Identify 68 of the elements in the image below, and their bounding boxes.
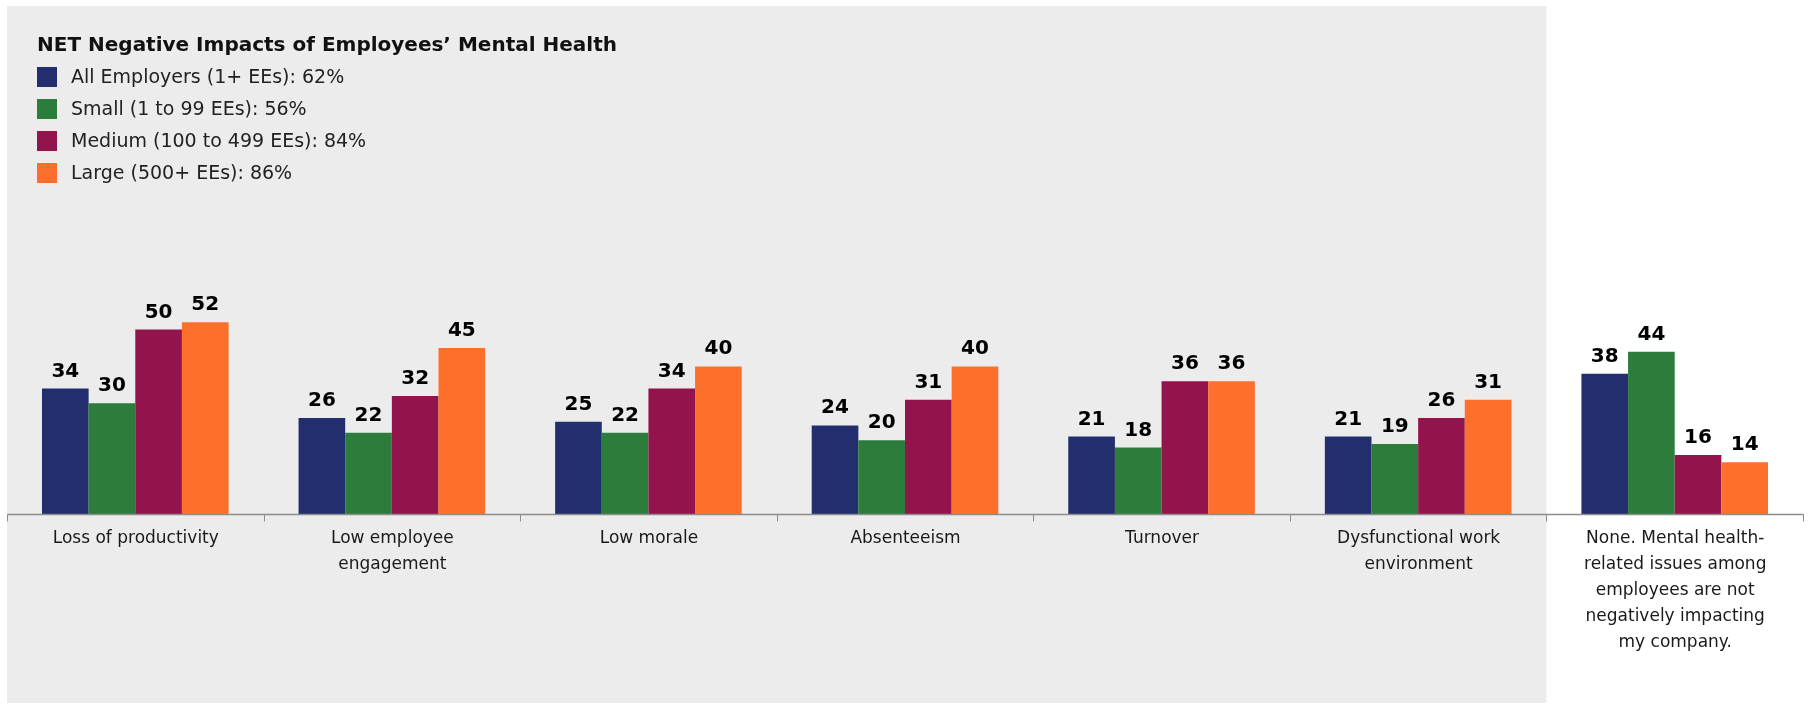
- data-label: 26: [1427, 387, 1456, 412]
- bar: [1464, 399, 1512, 514]
- bar: [135, 329, 182, 514]
- bar: [1324, 436, 1372, 514]
- bar: [1208, 381, 1255, 514]
- data-label: 16: [1684, 423, 1712, 448]
- data-label: 31: [914, 368, 943, 393]
- bar: [1418, 418, 1465, 514]
- bar: [1674, 454, 1722, 514]
- data-label: 25: [564, 390, 593, 415]
- data-label: 36: [1170, 350, 1199, 375]
- x-tick-label: Low morale: [599, 526, 699, 547]
- legend-label: Small (1 to 99 EEs): 56%: [71, 97, 307, 119]
- data-label: 20: [867, 409, 896, 434]
- data-label: 31: [1474, 368, 1503, 393]
- bar: [391, 395, 439, 514]
- data-label: 26: [307, 387, 336, 412]
- bar: [648, 388, 696, 514]
- data-label: 40: [961, 335, 989, 360]
- legend-label: Large (500+ EEs): 86%: [71, 161, 293, 183]
- x-tick-label: None. Mental health-related issues among employees are not negatively impacting my company.: [1584, 526, 1767, 651]
- bar: [1581, 373, 1629, 514]
- data-label: 45: [447, 317, 476, 342]
- data-label: 22: [611, 401, 640, 426]
- data-label: 34: [657, 357, 686, 382]
- data-label: 21: [1077, 405, 1106, 430]
- bar: [1161, 381, 1209, 514]
- x-tick-label: Turnover: [1124, 526, 1200, 547]
- x-tick-label: Loss of productivity: [52, 526, 219, 547]
- data-label: 52: [191, 291, 220, 316]
- bar: [1371, 443, 1419, 514]
- data-label: 19: [1380, 412, 1409, 437]
- bar: [181, 322, 229, 514]
- bar: [1068, 436, 1115, 514]
- bar: [695, 366, 742, 514]
- data-label: 44: [1637, 320, 1666, 345]
- bar: [811, 425, 859, 514]
- data-label: 21: [1334, 405, 1363, 430]
- data-label: 34: [51, 357, 80, 382]
- bar: [88, 403, 136, 514]
- data-label: 38: [1590, 342, 1619, 367]
- bar: [1721, 462, 1769, 514]
- data-label: 40: [704, 335, 733, 360]
- data-label: 22: [354, 401, 383, 426]
- data-label: 36: [1217, 350, 1246, 375]
- bar: [345, 432, 392, 514]
- bar: [858, 440, 905, 514]
- legend-label: All Employers (1+ EEs): 62%: [71, 65, 345, 87]
- x-tick-label: Low employee engagement: [330, 526, 454, 573]
- bar: [555, 421, 602, 514]
- x-tick-label: Absenteeism: [850, 526, 961, 547]
- bar: [905, 399, 952, 514]
- bar: [438, 348, 486, 514]
- data-label: 30: [98, 372, 126, 397]
- bar: [951, 366, 999, 514]
- bar: [41, 388, 89, 514]
- legend-label: Medium (100 to 499 EEs): 84%: [71, 129, 367, 151]
- data-label: 50: [144, 298, 173, 323]
- bar: [298, 418, 346, 514]
- data-label: 18: [1124, 416, 1153, 441]
- legend-title: NET Negative Impacts of Employees’ Mental Health: [37, 32, 617, 56]
- data-label: 14: [1730, 431, 1759, 456]
- bar: [601, 432, 649, 514]
- data-label: 24: [821, 394, 849, 419]
- bar: [1628, 351, 1675, 514]
- data-label: 32: [401, 364, 430, 389]
- bar: [1114, 447, 1162, 514]
- x-tick-label: Dysfunctional work environment: [1337, 526, 1501, 573]
